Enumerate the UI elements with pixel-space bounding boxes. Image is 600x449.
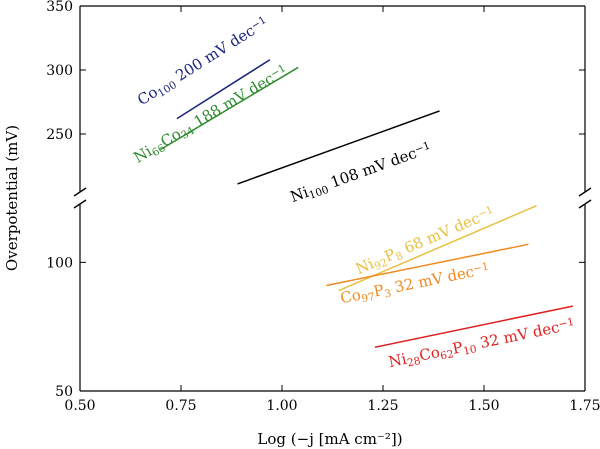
series-label-part: Ni [130, 142, 155, 167]
series-label-part: Co [418, 343, 442, 365]
series-label-part: 92 [373, 257, 390, 273]
plot-frame [79, 5, 586, 392]
series-label-part: 108 mV dec [324, 144, 419, 193]
series-label-part: 28 [406, 355, 422, 369]
x-tick-label: 0.50 [64, 398, 95, 414]
y-axis-break-marks [73, 187, 592, 209]
x-axis-ticks: 0.50 0.75 1.00 1.25 1.50 1.75 [64, 6, 600, 414]
series-lines [160, 59, 574, 348]
series-label-part: Co [134, 83, 161, 109]
x-tick-label: 1.75 [569, 398, 600, 414]
series-label-part: P [372, 281, 385, 301]
series-label-part: 8 [394, 250, 405, 264]
series-label-part: 62 [439, 348, 455, 362]
series-label-part: Co [339, 286, 363, 308]
series-line-4 [326, 243, 529, 287]
x-tick-label: 0.75 [165, 398, 196, 414]
x-tick-label: 1.50 [468, 398, 499, 414]
y-tick-label: 250 [46, 127, 73, 143]
series-label-part: −1 [472, 260, 490, 275]
break-mark-right-1 [578, 199, 592, 209]
series-label-part: 3 [383, 288, 392, 301]
break-mark-left-0 [73, 187, 87, 197]
y-axis-ticks: 250 300 350 50 100 [46, 0, 585, 400]
y-tick-label: 50 [55, 384, 73, 400]
series-label-part: −1 [476, 203, 495, 220]
series-label-1: Ni66Co34 188 mV dec−1 [130, 61, 291, 168]
series-label-2: Ni100 108 mV dec−1 [288, 139, 434, 208]
series-label-part: P [451, 338, 465, 358]
series-label-part: Ni [288, 183, 311, 206]
series-label-part: 10 [462, 344, 478, 358]
break-mark-right-0 [578, 187, 592, 197]
break-mark-left-1 [73, 199, 87, 209]
y-tick-label: 100 [46, 255, 73, 271]
series-label-part: 32 mV dec [388, 263, 475, 298]
series-label-part: 97 [361, 291, 377, 305]
series-label-part: −1 [557, 315, 575, 330]
series-label-part: Ni [387, 350, 408, 371]
x-tick-label: 1.25 [367, 398, 398, 414]
y-axis-label: Overpotential (mV) [3, 125, 21, 271]
x-axis-label: Log (−j [mA cm⁻²]) [257, 430, 402, 448]
y-tick-label: 350 [46, 0, 73, 15]
series-label-part: −1 [413, 139, 432, 156]
series-label-part: Ni [353, 254, 377, 278]
x-tick-label: 1.00 [266, 398, 297, 414]
series-line-5 [374, 305, 574, 348]
y-tick-label: 300 [46, 63, 73, 79]
series-line-0 [176, 59, 271, 120]
series-line-2 [237, 110, 440, 185]
series-label-5: Ni28Co62P10 32 mV dec−1 [387, 315, 577, 373]
series-label-part: 188 mV dec [186, 69, 277, 133]
series-label-part: 200 mV dec [168, 21, 258, 87]
series-line-1 [160, 66, 299, 151]
